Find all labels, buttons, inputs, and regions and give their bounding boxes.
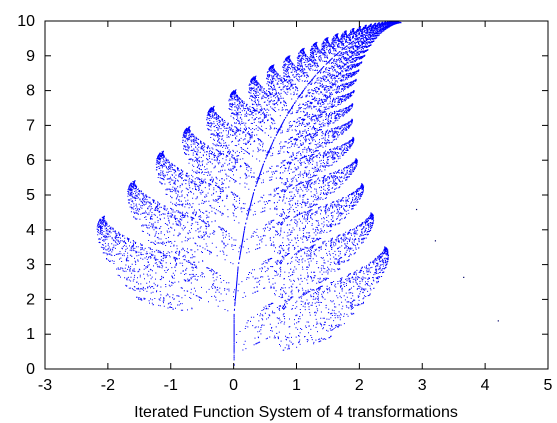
x-tick-label: -3 <box>38 377 52 394</box>
x-tick-label: 4 <box>481 377 490 394</box>
x-tick-label: -1 <box>164 377 178 394</box>
fern-point-cloud <box>96 21 402 366</box>
y-axis: 0 1 2 3 4 5 6 7 8 9 10 <box>17 13 548 378</box>
plot-area <box>45 21 548 369</box>
y-tick-label: 5 <box>26 187 35 204</box>
x-tick-label: 5 <box>544 377 553 394</box>
y-tick-label: 1 <box>26 326 35 343</box>
x-axis-title: Iterated Function System of 4 transforma… <box>134 404 458 421</box>
y-tick-label: 6 <box>26 152 35 169</box>
x-tick-label: -2 <box>101 377 115 394</box>
y-tick-label: 2 <box>26 291 35 308</box>
fern-points <box>96 21 402 366</box>
y-tick-label: 9 <box>26 48 35 65</box>
stray-point <box>415 208 418 211</box>
stray-point <box>497 320 499 322</box>
x-tick-label: 2 <box>355 377 364 394</box>
y-tick-label: 0 <box>26 361 35 378</box>
y-tick-label: 8 <box>26 83 35 100</box>
stray-points <box>415 208 499 322</box>
y-tick-label: 4 <box>26 222 35 239</box>
x-axis: -3 -2 -1 0 1 2 3 4 5 <box>38 21 553 394</box>
y-tick-label: 7 <box>26 117 35 134</box>
x-tick-label: 0 <box>229 377 238 394</box>
y-tick-label: 10 <box>17 13 35 30</box>
y-tick-label: 3 <box>26 257 35 274</box>
stray-point <box>434 240 437 242</box>
x-tick-label: 3 <box>418 377 427 394</box>
x-tick-label: 1 <box>292 377 301 394</box>
stray-point <box>463 276 465 278</box>
